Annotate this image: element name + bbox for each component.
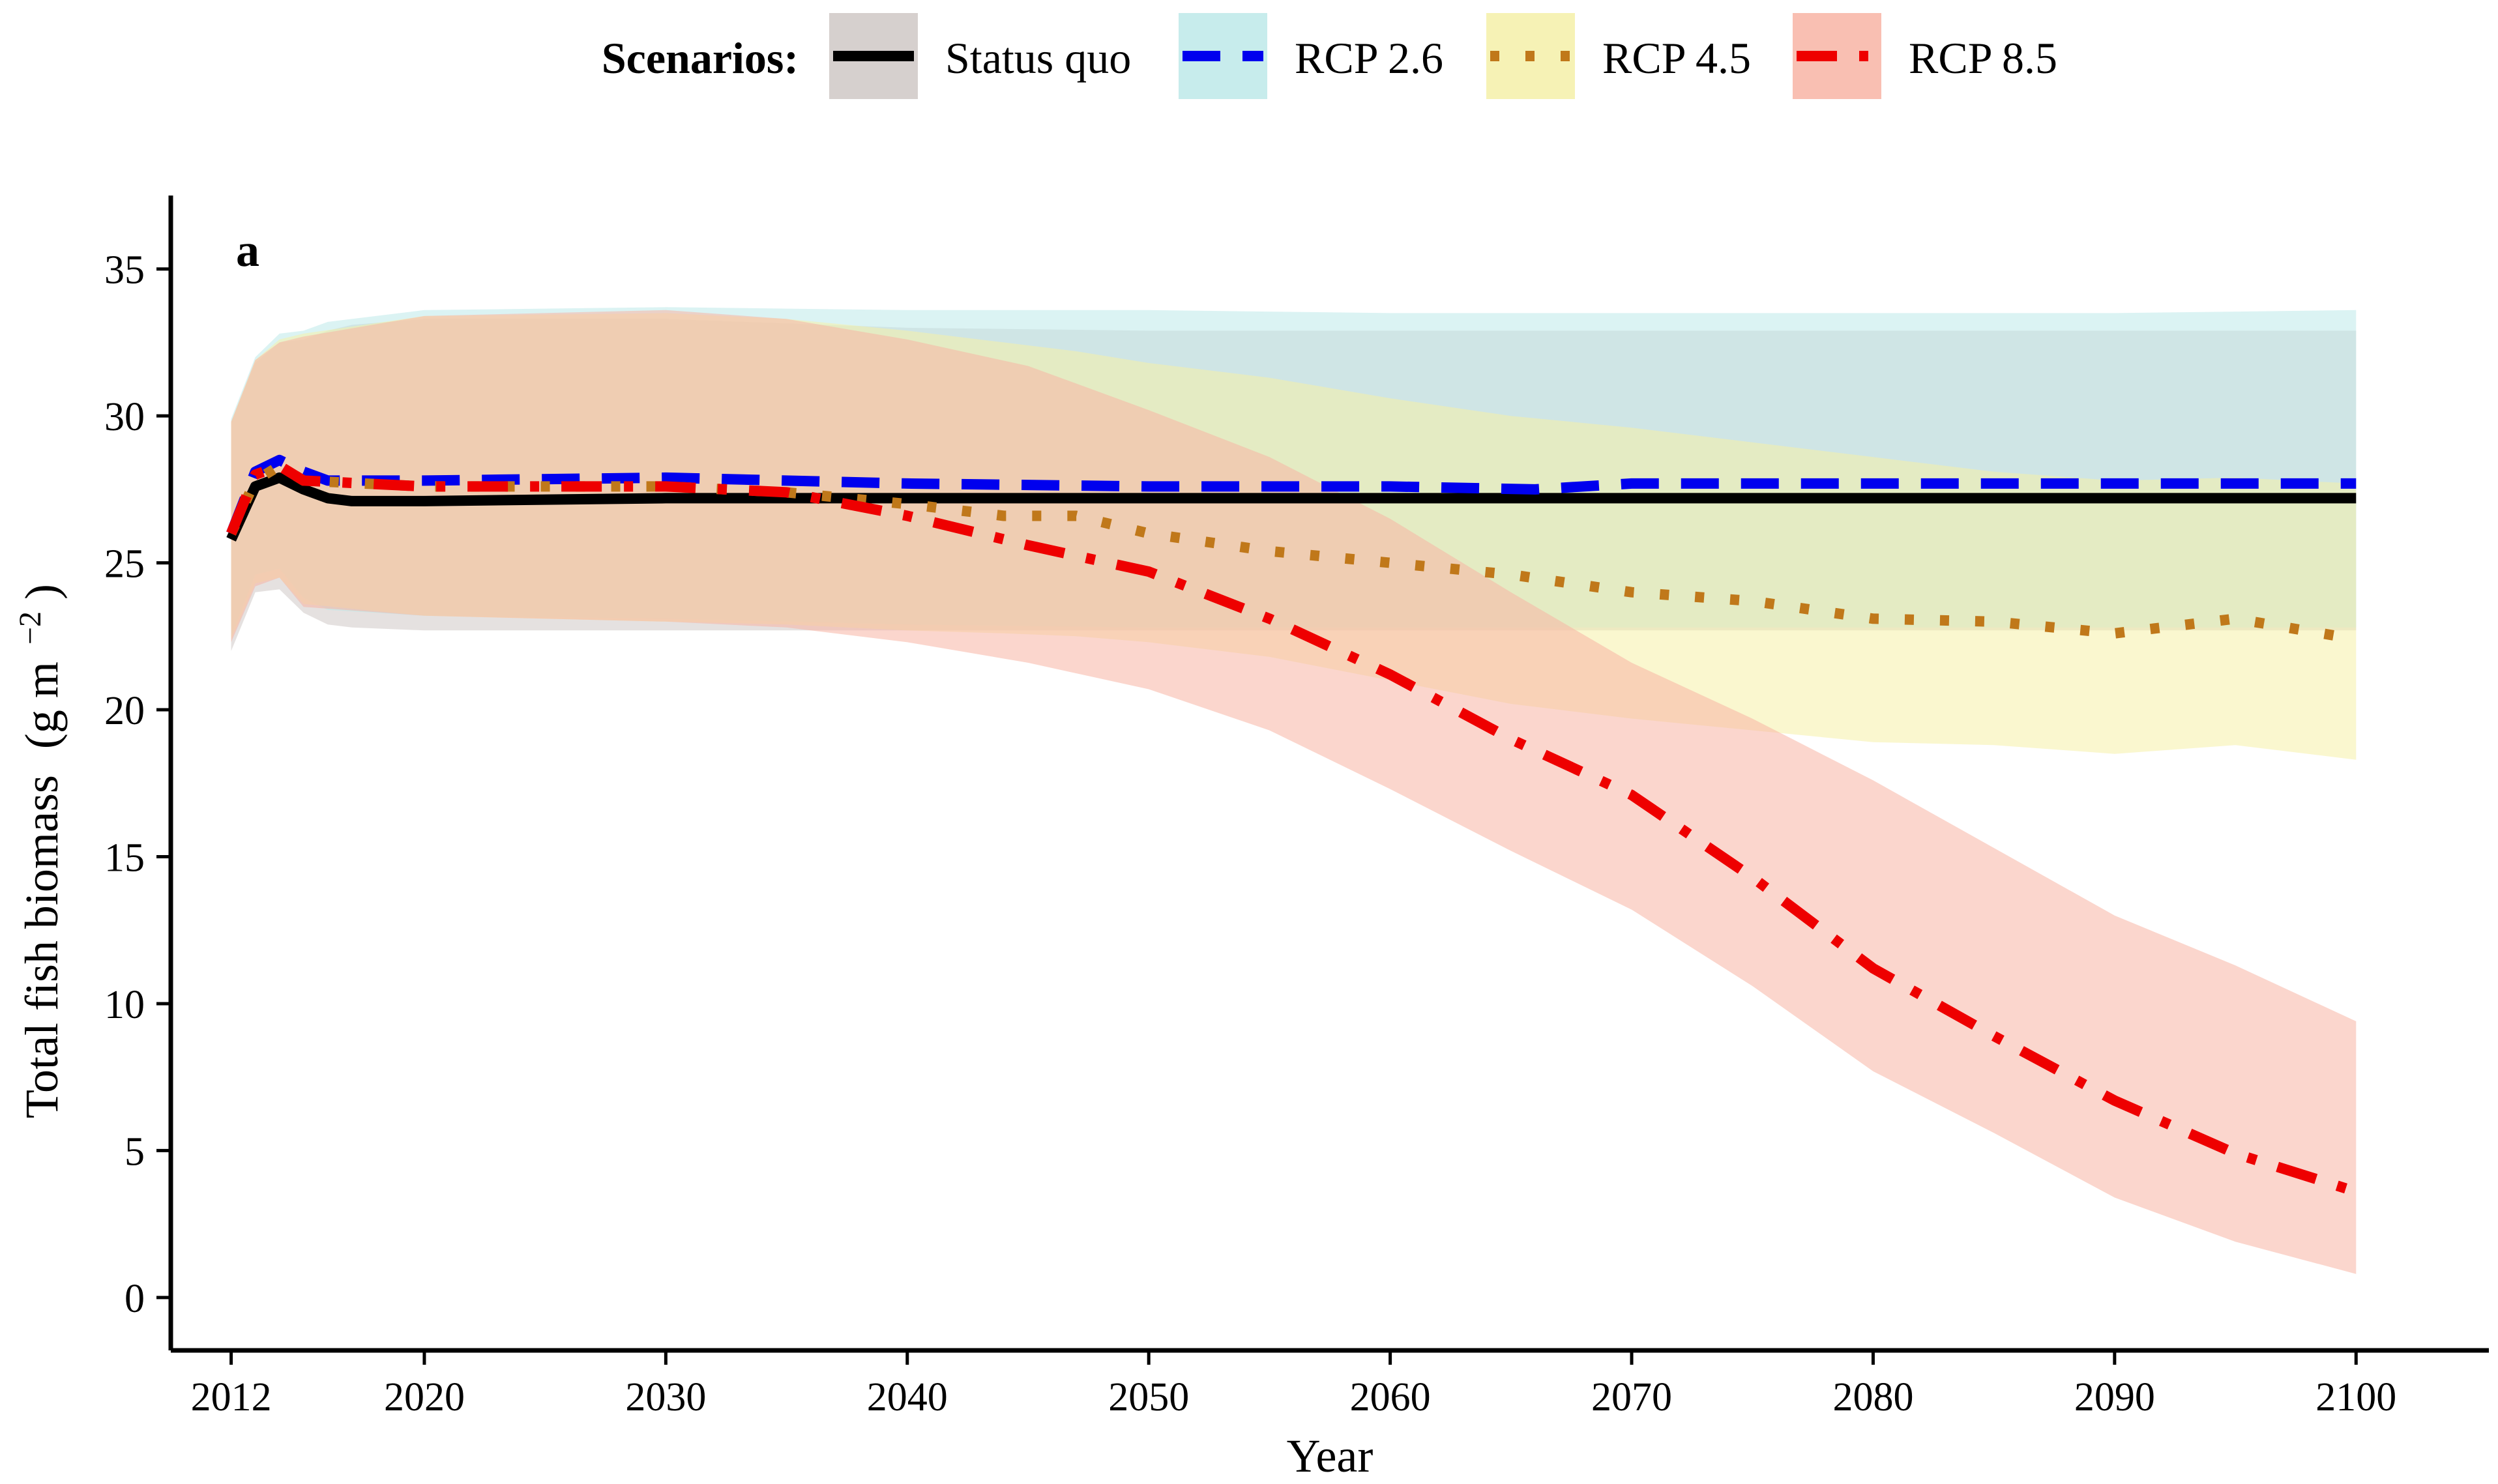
y-tick-label: 30	[104, 395, 145, 439]
y-ticks: 0 5 10 15 20 25 30 35	[104, 248, 171, 1321]
legend-item-rcp-2-6: RCP 2.6	[1179, 13, 1443, 99]
uncertainty-bands	[231, 307, 2357, 1274]
series-lines	[226, 454, 2358, 1197]
x-ticks: 2012 2020 2030 2040 2050 2060 2070 2080 2090 2100	[191, 1350, 2396, 1419]
legend-label: RCP 2.6	[1295, 33, 1443, 83]
line-status-quo	[226, 472, 2357, 542]
x-tick-label: 2080	[1832, 1375, 1913, 1419]
y-tick-label: 15	[104, 836, 145, 880]
legend-title: Scenarios:	[602, 33, 799, 83]
x-tick-label: 2012	[191, 1375, 272, 1419]
axes: 2012 2020 2030 2040 2050 2060 2070 2080 2090 2100…	[104, 196, 2489, 1419]
legend-item-rcp-8-5: RCP 8.5	[1793, 13, 2057, 99]
x-tick-label: 2070	[1591, 1375, 1672, 1419]
x-tick-label: 2050	[1108, 1375, 1189, 1419]
y-tick-label: 5	[125, 1129, 145, 1174]
band-rcp-8-5	[231, 310, 2357, 1274]
legend-item-status-quo: Status quo	[829, 13, 1131, 99]
x-tick-label: 2100	[2315, 1375, 2396, 1419]
y-axis-title-main: Total fish biomass	[16, 775, 68, 1118]
legend-label: Status quo	[945, 33, 1131, 83]
y-tick-label: 35	[104, 248, 145, 293]
x-tick-label: 2020	[384, 1375, 465, 1419]
y-axis-title-unit-exponent: −2	[13, 611, 48, 645]
x-tick-label: 2030	[625, 1375, 706, 1419]
y-axis-title-unit: (g m	[16, 662, 68, 749]
y-axis-title: Total fish biomass (g m −2 )	[0, 584, 68, 1118]
legend-label: RCP 8.5	[1909, 33, 2057, 83]
x-tick-label: 2060	[1350, 1375, 1431, 1419]
y-axis-title-unit-close: )	[16, 584, 68, 600]
legend-item-rcp-4-5: RCP 4.5	[1486, 13, 1751, 99]
y-tick-label: 0	[125, 1277, 145, 1321]
legend: Scenarios: Status quo RCP 2.6 RCP 4.5 RCP 8…	[602, 13, 2057, 99]
x-tick-label: 2040	[867, 1375, 948, 1419]
line-rcp-8-5	[226, 460, 2358, 1197]
line-rcp-2-6	[226, 454, 2357, 536]
y-tick-label: 20	[104, 689, 145, 733]
x-tick-label: 2090	[2074, 1375, 2155, 1419]
y-tick-label: 10	[104, 983, 145, 1027]
legend-label: RCP 4.5	[1602, 33, 1751, 83]
panel-label: a	[236, 224, 259, 276]
x-axis-title: Year	[1287, 1430, 1374, 1481]
legend-items: Status quo RCP 2.6 RCP 4.5 RCP 8.5	[829, 13, 2057, 99]
y-tick-label: 25	[104, 542, 145, 587]
